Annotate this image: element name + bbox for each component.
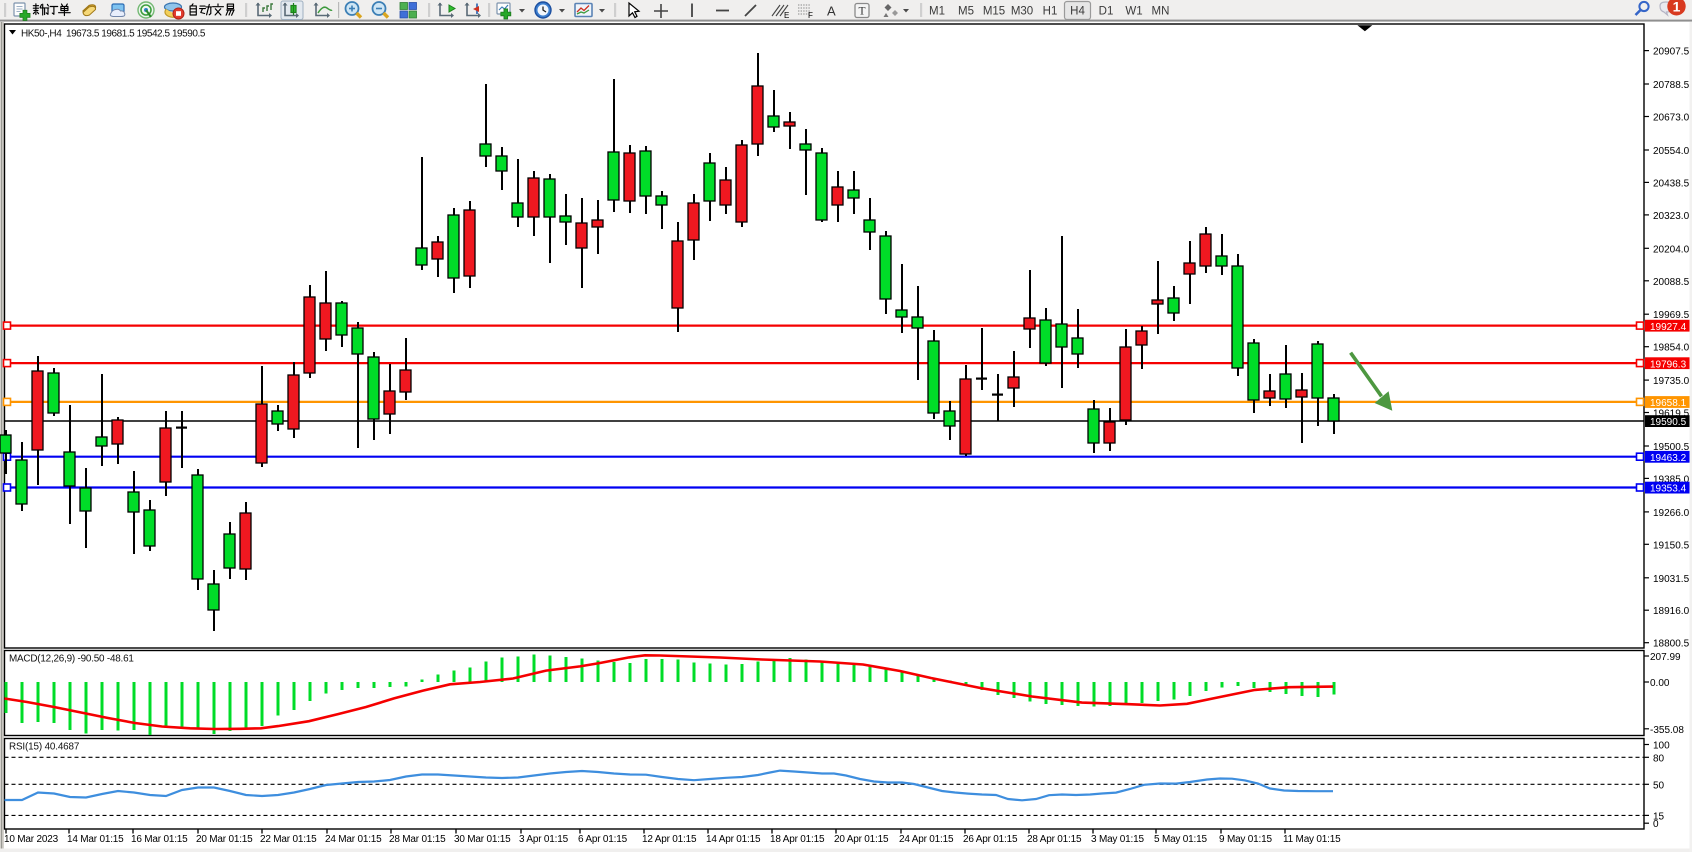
svg-text:E: E [784,11,789,20]
svg-text:15: 15 [1653,811,1665,822]
svg-text:80: 80 [1653,753,1665,764]
svg-text:24 Apr 01:15: 24 Apr 01:15 [899,834,954,845]
svg-text:M5: M5 [958,6,974,18]
svg-text:19463.2: 19463.2 [1650,453,1687,464]
svg-text:18800.5: 18800.5 [1653,639,1690,650]
svg-text:14 Apr 01:15: 14 Apr 01:15 [706,834,761,845]
svg-text:-355.08: -355.08 [1650,725,1684,736]
svg-text:19927.4: 19927.4 [1650,322,1687,333]
svg-text:19266.0: 19266.0 [1653,508,1690,519]
svg-text:19735.0: 19735.0 [1653,376,1690,387]
svg-text:19031.5: 19031.5 [1653,574,1690,585]
svg-text:MN: MN [1152,6,1170,18]
svg-text:19590.5: 19590.5 [1650,417,1687,428]
svg-text:0.00: 0.00 [1650,678,1670,689]
svg-text:19854.0: 19854.0 [1653,343,1690,354]
svg-text:28 Apr 01:15: 28 Apr 01:15 [1027,834,1082,845]
svg-text:RSI(15) 40.4687: RSI(15) 40.4687 [9,742,79,753]
svg-text:10 Mar 2023: 10 Mar 2023 [4,834,59,845]
svg-text:207.99: 207.99 [1650,652,1681,663]
svg-text:HK50-,H4 19673.5 19681.5 1954: HK50-,H4 19673.5 19681.5 19542.5 19590.5 [21,28,206,39]
svg-text:6 Apr 01:15: 6 Apr 01:15 [578,834,628,845]
svg-text:20788.5: 20788.5 [1653,80,1690,91]
svg-text:19619.5: 19619.5 [1653,409,1690,420]
svg-text:20 Apr 01:15: 20 Apr 01:15 [834,834,889,845]
svg-text:20907.5: 20907.5 [1653,47,1690,58]
svg-text:W1: W1 [1125,6,1142,18]
svg-text:9 May 01:15: 9 May 01:15 [1219,834,1272,845]
svg-text:20323.0: 20323.0 [1653,211,1690,222]
svg-text:12 Apr 01:15: 12 Apr 01:15 [642,834,697,845]
svg-text:20088.5: 20088.5 [1653,277,1690,288]
svg-text:T: T [859,6,866,18]
svg-text:26 Apr 01:15: 26 Apr 01:15 [963,834,1018,845]
svg-text:22 Mar 01:15: 22 Mar 01:15 [260,834,317,845]
svg-text:20673.0: 20673.0 [1653,113,1690,124]
svg-text:24 Mar 01:15: 24 Mar 01:15 [325,834,382,845]
svg-text:H4: H4 [1070,6,1085,18]
svg-text:11 May 01:15: 11 May 01:15 [1283,834,1341,845]
svg-text:14 Mar 01:15: 14 Mar 01:15 [67,834,124,845]
svg-text:19353.4: 19353.4 [1650,484,1687,495]
svg-text:16 Mar 01:15: 16 Mar 01:15 [131,834,188,845]
svg-text:A: A [827,4,836,19]
svg-text:M1: M1 [929,6,945,18]
svg-text:20554.0: 20554.0 [1653,146,1690,157]
svg-text:F: F [808,11,813,20]
svg-text:H1: H1 [1043,6,1058,18]
svg-text:M30: M30 [1011,6,1033,18]
svg-text:20438.5: 20438.5 [1653,178,1690,189]
svg-text:MACD(12,26,9) -90.50 -48.61: MACD(12,26,9) -90.50 -48.61 [9,654,134,665]
svg-text:0: 0 [1653,819,1659,830]
svg-text:3 Apr 01:15: 3 Apr 01:15 [519,834,569,845]
svg-text:50: 50 [1653,780,1665,791]
svg-text:20 Mar 01:15: 20 Mar 01:15 [196,834,253,845]
svg-text:28 Mar 01:15: 28 Mar 01:15 [389,834,446,845]
svg-text:3 May 01:15: 3 May 01:15 [1091,834,1144,845]
svg-text:D1: D1 [1099,6,1114,18]
svg-text:19796.3: 19796.3 [1650,359,1687,370]
svg-text:1: 1 [1673,0,1681,15]
svg-text:18 Apr 01:15: 18 Apr 01:15 [770,834,825,845]
svg-text:30 Mar 01:15: 30 Mar 01:15 [454,834,511,845]
svg-text:M15: M15 [983,6,1005,18]
svg-text:19969.5: 19969.5 [1653,310,1690,321]
svg-text:20204.0: 20204.0 [1653,244,1690,255]
svg-text:100: 100 [1653,741,1670,752]
svg-text:19385.0: 19385.0 [1653,474,1690,485]
svg-text:19150.5: 19150.5 [1653,540,1690,551]
svg-text:19658.1: 19658.1 [1650,398,1687,409]
svg-text:5 May 01:15: 5 May 01:15 [1154,834,1207,845]
svg-text:18916.0: 18916.0 [1653,606,1690,617]
svg-text:19500.5: 19500.5 [1653,442,1690,453]
